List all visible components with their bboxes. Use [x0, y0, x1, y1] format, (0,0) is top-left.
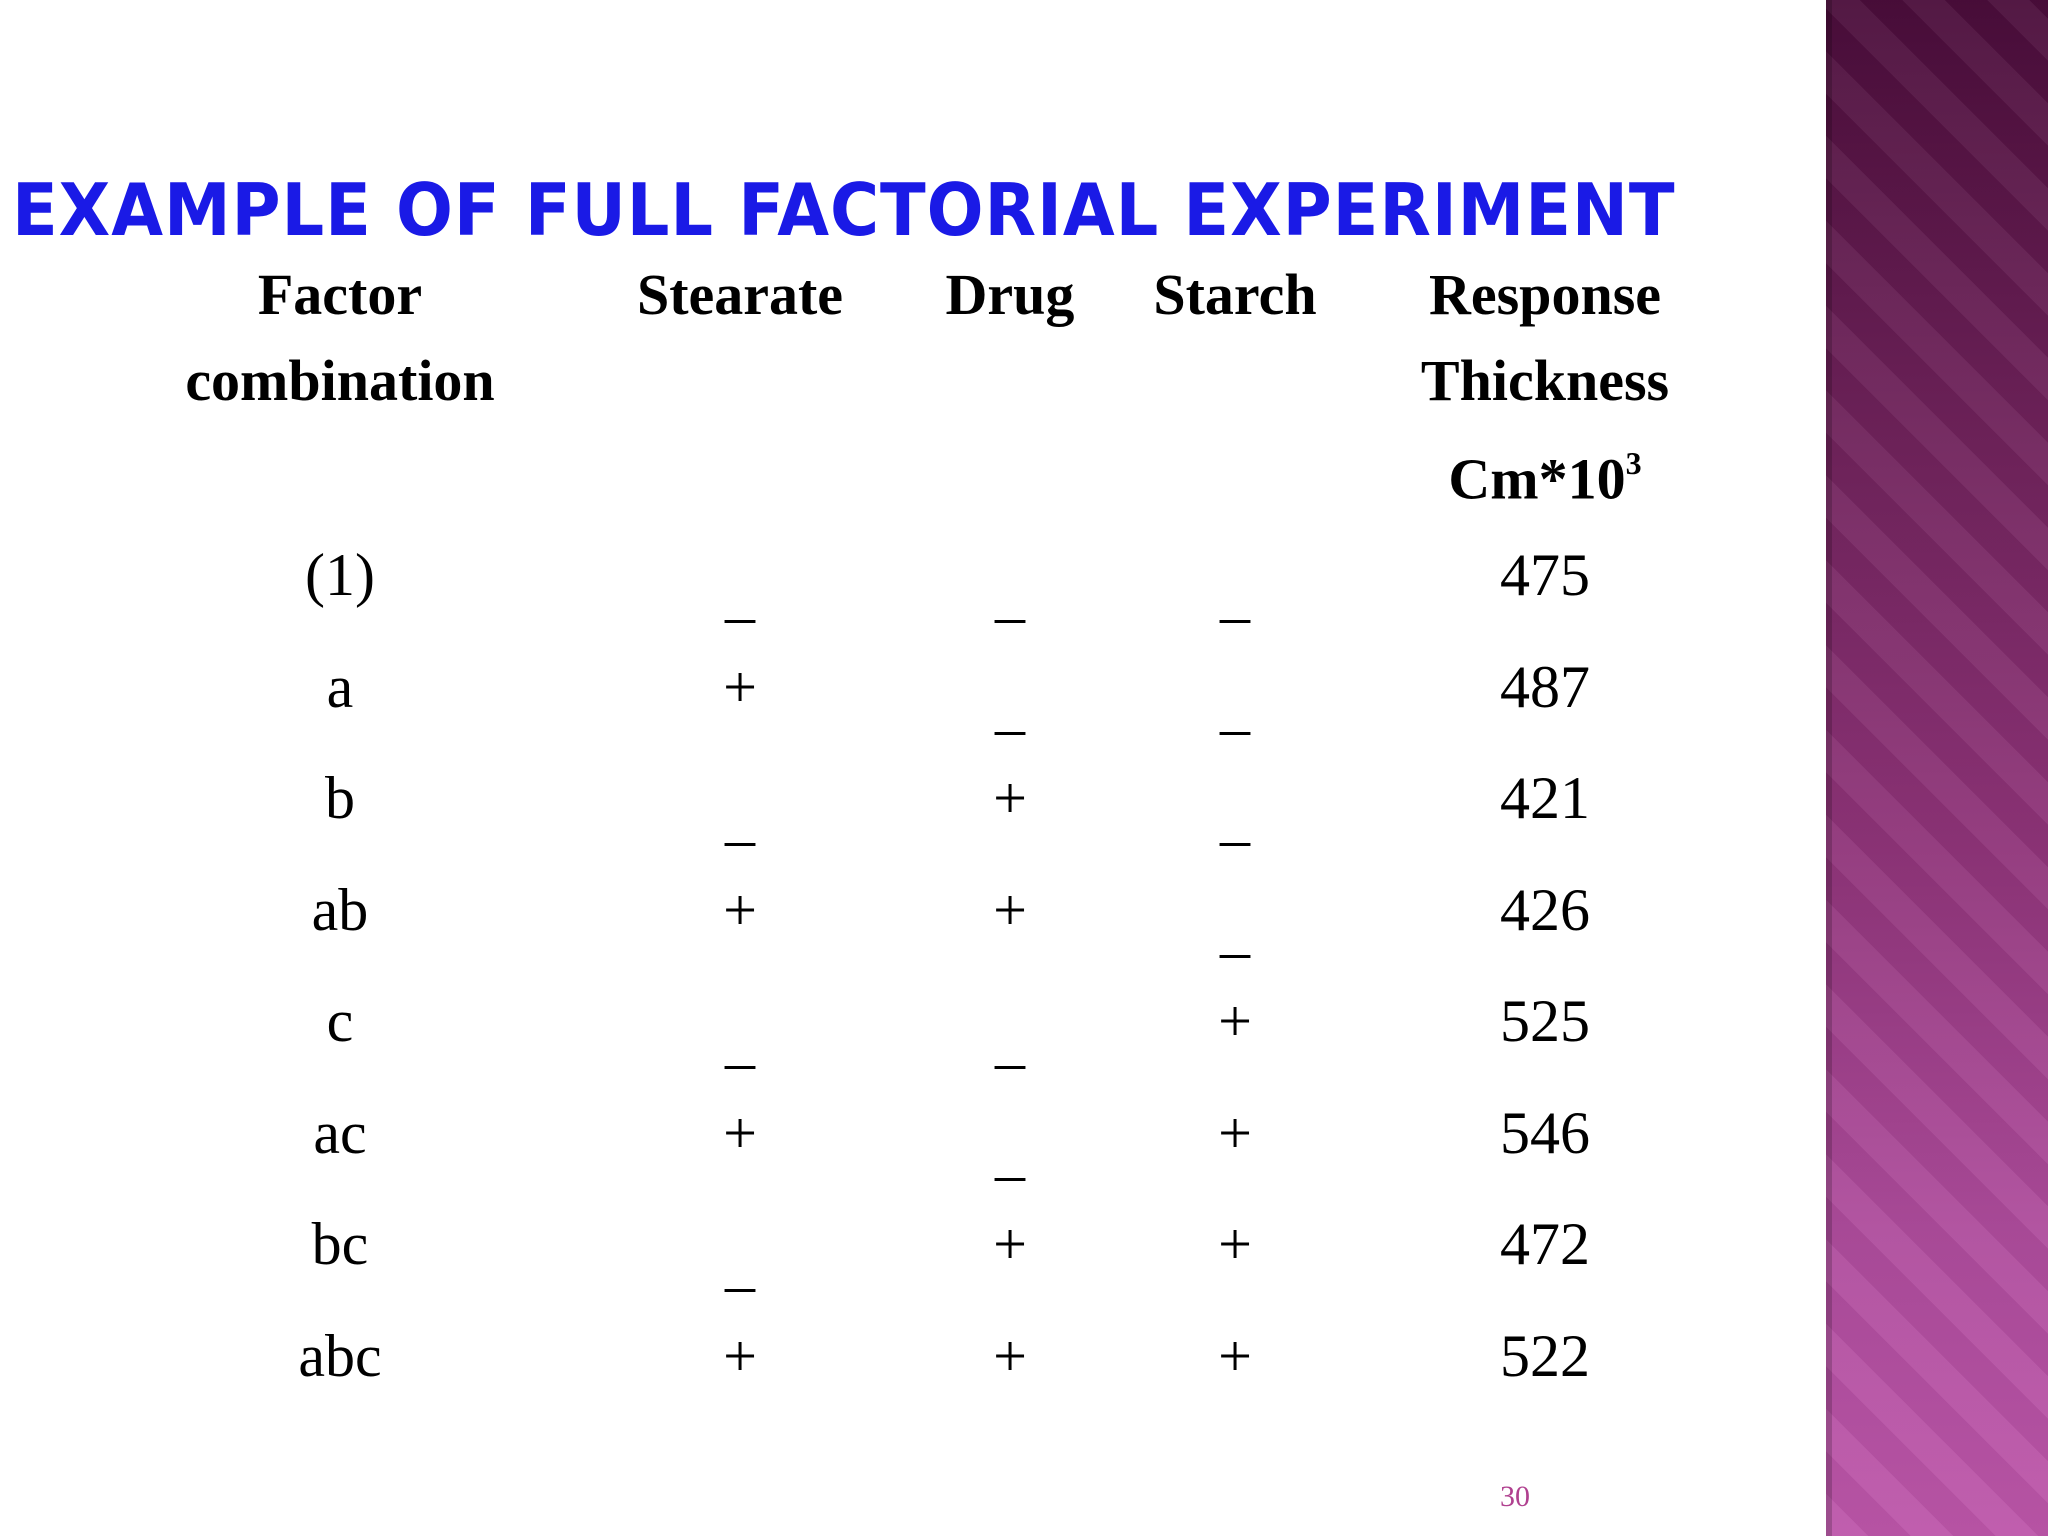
cell-drug: _	[995, 562, 1025, 628]
cell-response: 475	[1500, 542, 1590, 608]
cell-stearate: +	[723, 653, 757, 720]
header-drug: Drug	[945, 262, 1075, 327]
cell-drug: +	[993, 1322, 1027, 1389]
header-response-line3: Cm*103	[1380, 424, 1710, 522]
header-factor-line1: Factor	[257, 262, 423, 327]
cell-starch: +	[1218, 1322, 1252, 1389]
page-number: 30	[1500, 1480, 1530, 1513]
cell-starch: +	[1218, 1211, 1252, 1277]
cell-stearate: _	[725, 785, 755, 851]
header-factor-line2: combination	[185, 348, 495, 413]
cell-drug: _	[995, 673, 1025, 740]
header-response-line1: Response	[1428, 262, 1662, 327]
cell-combo: ac	[313, 1099, 367, 1166]
cell-stearate: _	[725, 1231, 755, 1297]
cell-response: 472	[1500, 1211, 1590, 1277]
cell-drug: +	[993, 765, 1027, 831]
cell-drug: +	[993, 876, 1027, 943]
cell-starch: _	[1220, 562, 1250, 628]
cell-drug: _	[995, 1119, 1025, 1186]
header-response-line2: Thickness	[1420, 348, 1670, 413]
cell-combo: c	[326, 988, 354, 1054]
cell-combo: ab	[311, 876, 369, 943]
cell-response: 525	[1500, 988, 1590, 1054]
cell-stearate: +	[723, 876, 757, 943]
header-starch: Starch	[1153, 262, 1317, 327]
cell-response: 487	[1500, 653, 1590, 720]
cell-drug: _	[995, 1008, 1025, 1074]
cell-response: 421	[1500, 765, 1590, 831]
decorative-side-band	[1826, 0, 2048, 1536]
cell-combo: a	[326, 653, 354, 720]
cell-response: 426	[1500, 876, 1590, 943]
cell-starch: _	[1220, 785, 1250, 851]
cell-combo: abc	[298, 1322, 382, 1389]
cell-stearate: +	[723, 1099, 757, 1166]
cell-starch: +	[1218, 1099, 1252, 1166]
cell-stearate: _	[725, 1008, 755, 1074]
cell-combo: b	[325, 765, 355, 831]
cell-response: 522	[1500, 1322, 1590, 1389]
cell-stearate: _	[725, 562, 755, 628]
cell-combo: (1)	[305, 542, 375, 608]
header-stearate: Stearate	[636, 262, 844, 327]
cell-starch: _	[1220, 896, 1250, 963]
cell-response: 546	[1500, 1099, 1590, 1166]
cell-starch: _	[1220, 673, 1250, 740]
cell-combo: bc	[311, 1211, 369, 1277]
header-response-exponent: 3	[1625, 445, 1642, 481]
cell-drug: +	[993, 1211, 1027, 1277]
slide-title: EXAMPLE OF FULL FACTORIAL EXPERIMENT	[12, 168, 1676, 252]
cell-stearate: +	[723, 1322, 757, 1389]
slide: EXAMPLE OF FULL FACTORIAL EXPERIMENT Fac…	[12, 168, 1710, 1513]
cell-starch: +	[1218, 988, 1252, 1054]
header-response-unit: Cm*10	[1448, 446, 1626, 512]
